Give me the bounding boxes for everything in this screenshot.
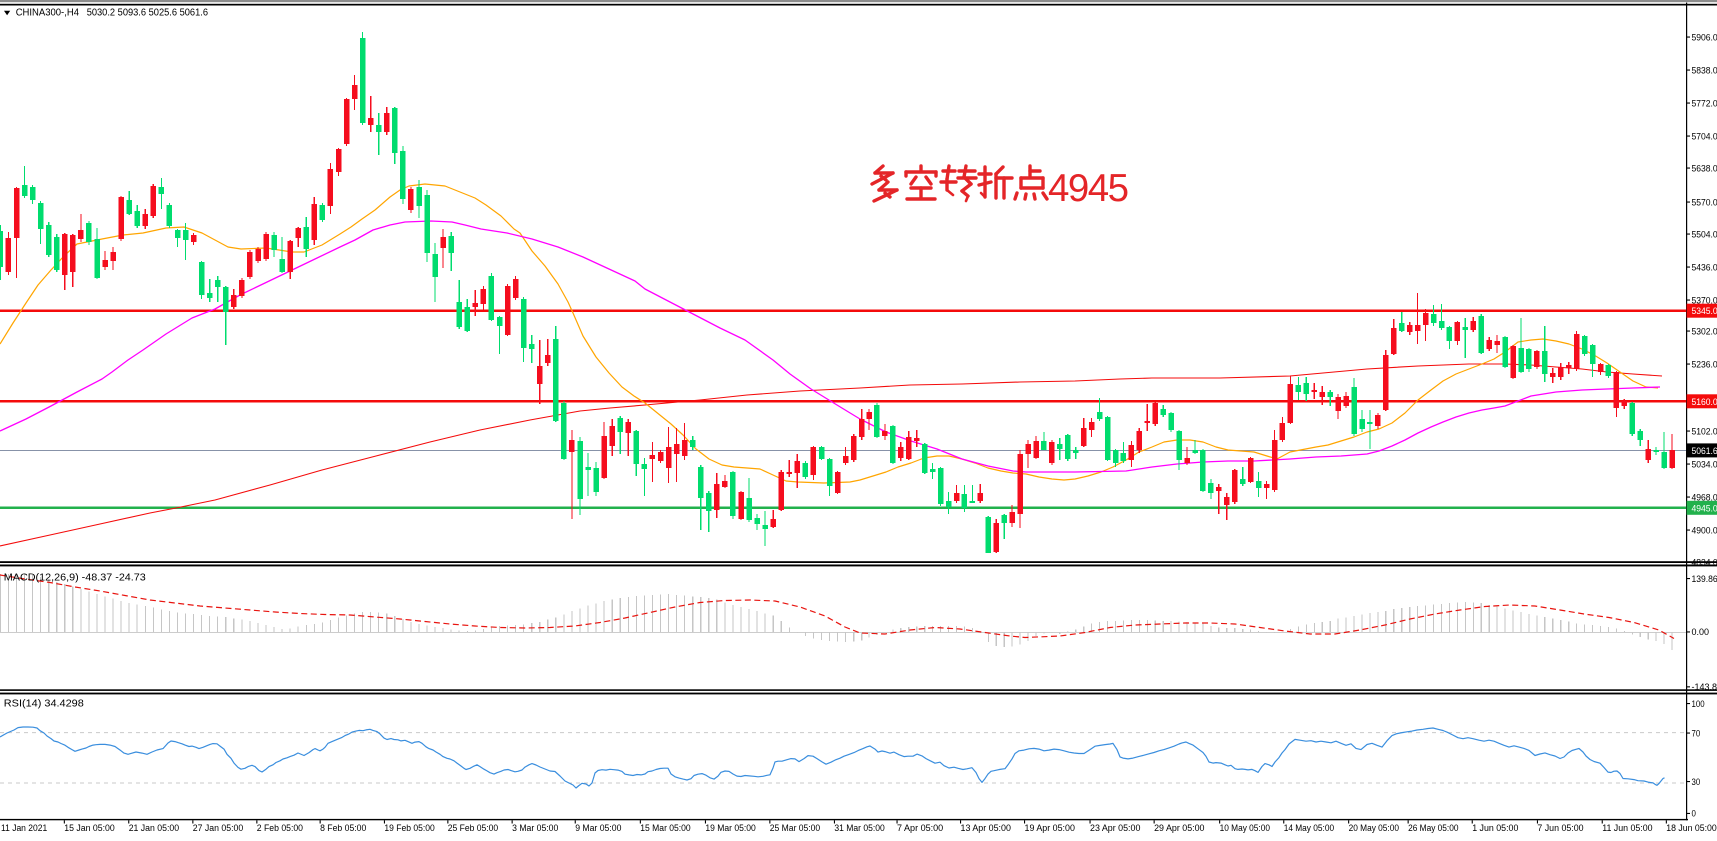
- svg-text:100: 100: [1692, 699, 1705, 709]
- svg-text:4900.0: 4900.0: [1692, 525, 1717, 535]
- svg-text:RSI(14) 34.4298: RSI(14) 34.4298: [4, 699, 84, 710]
- svg-text:27 Jan 05:00: 27 Jan 05:00: [193, 823, 243, 834]
- svg-text:5436.0: 5436.0: [1692, 262, 1717, 272]
- svg-text:5030.2 5093.6 5025.6 5061.6: 5030.2 5093.6 5025.6 5061.6: [87, 8, 209, 19]
- svg-text:5302.0: 5302.0: [1692, 326, 1717, 336]
- svg-text:15 Mar 05:00: 15 Mar 05:00: [640, 823, 690, 834]
- svg-text:26 May 05:00: 26 May 05:00: [1408, 823, 1458, 834]
- svg-text:31 Mar 05:00: 31 Mar 05:00: [834, 823, 884, 834]
- svg-text:1 Jun 05:00: 1 Jun 05:00: [1472, 823, 1518, 834]
- svg-text:5638.0: 5638.0: [1692, 163, 1717, 173]
- svg-text:5102.0: 5102.0: [1692, 426, 1717, 436]
- svg-text:7 Jun 05:00: 7 Jun 05:00: [1537, 823, 1583, 834]
- svg-text:5570.0: 5570.0: [1692, 197, 1717, 207]
- svg-text:15 Jan 05:00: 15 Jan 05:00: [64, 823, 114, 834]
- svg-text:20 May 05:00: 20 May 05:00: [1349, 823, 1399, 834]
- svg-text:9 Mar 05:00: 9 Mar 05:00: [575, 823, 621, 834]
- svg-text:5370.0: 5370.0: [1692, 295, 1717, 305]
- svg-text:139.86: 139.86: [1692, 574, 1717, 584]
- svg-text:11 Jun 05:00: 11 Jun 05:00: [1602, 823, 1652, 834]
- svg-text:11 Jan 2021: 11 Jan 2021: [1, 823, 47, 834]
- svg-text:70: 70: [1692, 728, 1701, 738]
- svg-text:5061.6: 5061.6: [1692, 446, 1717, 456]
- svg-text:5504.0: 5504.0: [1692, 229, 1717, 239]
- svg-text:21 Jan 05:00: 21 Jan 05:00: [129, 823, 179, 834]
- svg-text:13 Apr 05:00: 13 Apr 05:00: [961, 823, 1011, 834]
- svg-text:3 Mar 05:00: 3 Mar 05:00: [512, 823, 558, 834]
- svg-text:10 May 05:00: 10 May 05:00: [1220, 823, 1270, 834]
- svg-text:5160.0: 5160.0: [1692, 397, 1717, 407]
- svg-text:0: 0: [1692, 809, 1696, 819]
- svg-text:8 Feb 05:00: 8 Feb 05:00: [320, 823, 366, 834]
- svg-text:2 Feb 05:00: 2 Feb 05:00: [257, 823, 303, 834]
- svg-text:5034.0: 5034.0: [1692, 459, 1717, 469]
- svg-text:23 Apr 05:00: 23 Apr 05:00: [1090, 823, 1140, 834]
- svg-text:19 Feb 05:00: 19 Feb 05:00: [384, 823, 434, 834]
- svg-text:19 Apr 05:00: 19 Apr 05:00: [1025, 823, 1075, 834]
- svg-text:29 Apr 05:00: 29 Apr 05:00: [1154, 823, 1204, 834]
- svg-text:14 May 05:00: 14 May 05:00: [1284, 823, 1334, 834]
- svg-text:0.00: 0.00: [1692, 627, 1710, 637]
- svg-text:4945.0: 4945.0: [1692, 503, 1717, 513]
- svg-text:5906.0: 5906.0: [1692, 32, 1717, 42]
- svg-text:18 Jun 05:00: 18 Jun 05:00: [1666, 823, 1716, 834]
- svg-text:25 Mar 05:00: 25 Mar 05:00: [770, 823, 820, 834]
- svg-text:5236.0: 5236.0: [1692, 359, 1717, 369]
- svg-text:5704.0: 5704.0: [1692, 131, 1717, 141]
- svg-text:7 Apr 05:00: 7 Apr 05:00: [897, 823, 943, 834]
- svg-text:5772.0: 5772.0: [1692, 98, 1717, 108]
- svg-text:MACD(12,26,9) -48.37 -24.73: MACD(12,26,9) -48.37 -24.73: [4, 573, 146, 584]
- svg-text:4945: 4945: [1048, 167, 1129, 210]
- svg-text:30: 30: [1692, 777, 1701, 787]
- svg-text:CHINA300-,H4: CHINA300-,H4: [16, 8, 80, 19]
- svg-text:-143.82: -143.82: [1692, 682, 1717, 692]
- svg-text:5345.0: 5345.0: [1692, 306, 1717, 316]
- svg-text:4834.0: 4834.0: [1692, 557, 1717, 567]
- svg-text:25 Feb 05:00: 25 Feb 05:00: [448, 823, 498, 834]
- svg-text:19 Mar 05:00: 19 Mar 05:00: [705, 823, 755, 834]
- svg-text:5838.0: 5838.0: [1692, 65, 1717, 75]
- svg-text:4968.0: 4968.0: [1692, 492, 1717, 502]
